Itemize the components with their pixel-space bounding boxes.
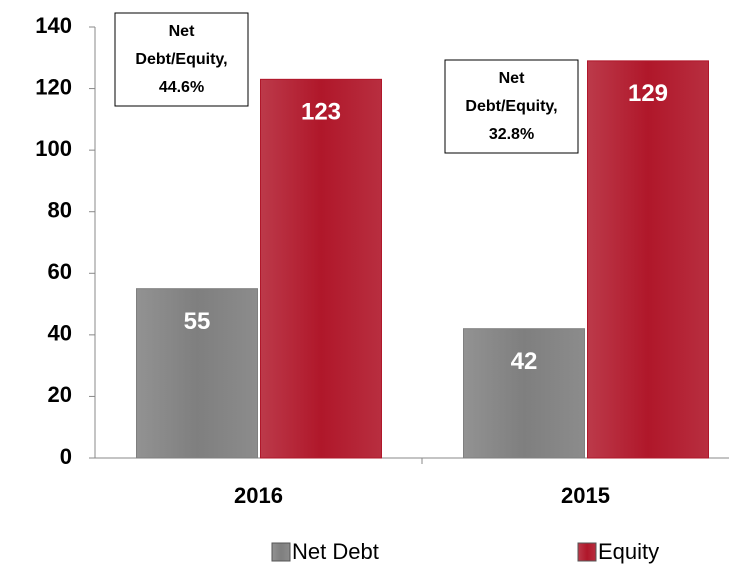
y-tick-label: 120 bbox=[35, 74, 72, 99]
annotation-text: 32.8% bbox=[489, 126, 534, 143]
y-tick-label: 100 bbox=[35, 136, 72, 161]
value-label: 42 bbox=[511, 348, 538, 375]
y-tick-label: 80 bbox=[48, 198, 72, 223]
x-tick-label: 2015 bbox=[561, 483, 610, 508]
annotation-text: Debt/Equity, bbox=[135, 51, 227, 68]
bar bbox=[463, 328, 585, 459]
annotation-text: 44.6% bbox=[159, 79, 204, 96]
x-tick-label: 2016 bbox=[234, 483, 283, 508]
legend-swatch bbox=[271, 542, 291, 562]
annotation-box bbox=[444, 59, 579, 154]
annotation-text: Debt/Equity, bbox=[465, 98, 557, 115]
bar bbox=[587, 60, 709, 459]
legend-label: Equity bbox=[598, 539, 659, 564]
value-label: 129 bbox=[628, 80, 668, 107]
value-label: 123 bbox=[301, 99, 341, 126]
y-tick-label: 0 bbox=[60, 444, 72, 469]
bar bbox=[260, 78, 382, 459]
legend-swatch bbox=[577, 542, 597, 562]
y-tick-label: 60 bbox=[48, 259, 72, 284]
y-tick-label: 20 bbox=[48, 382, 72, 407]
annotation-box bbox=[114, 12, 249, 107]
legend-label: Net Debt bbox=[292, 539, 379, 564]
y-tick-label: 140 bbox=[35, 13, 72, 38]
value-label: 55 bbox=[184, 308, 211, 335]
annotation-text: Net bbox=[499, 70, 525, 87]
bar bbox=[136, 288, 258, 459]
y-tick-label: 40 bbox=[48, 321, 72, 346]
annotation-text: Net bbox=[169, 23, 195, 40]
